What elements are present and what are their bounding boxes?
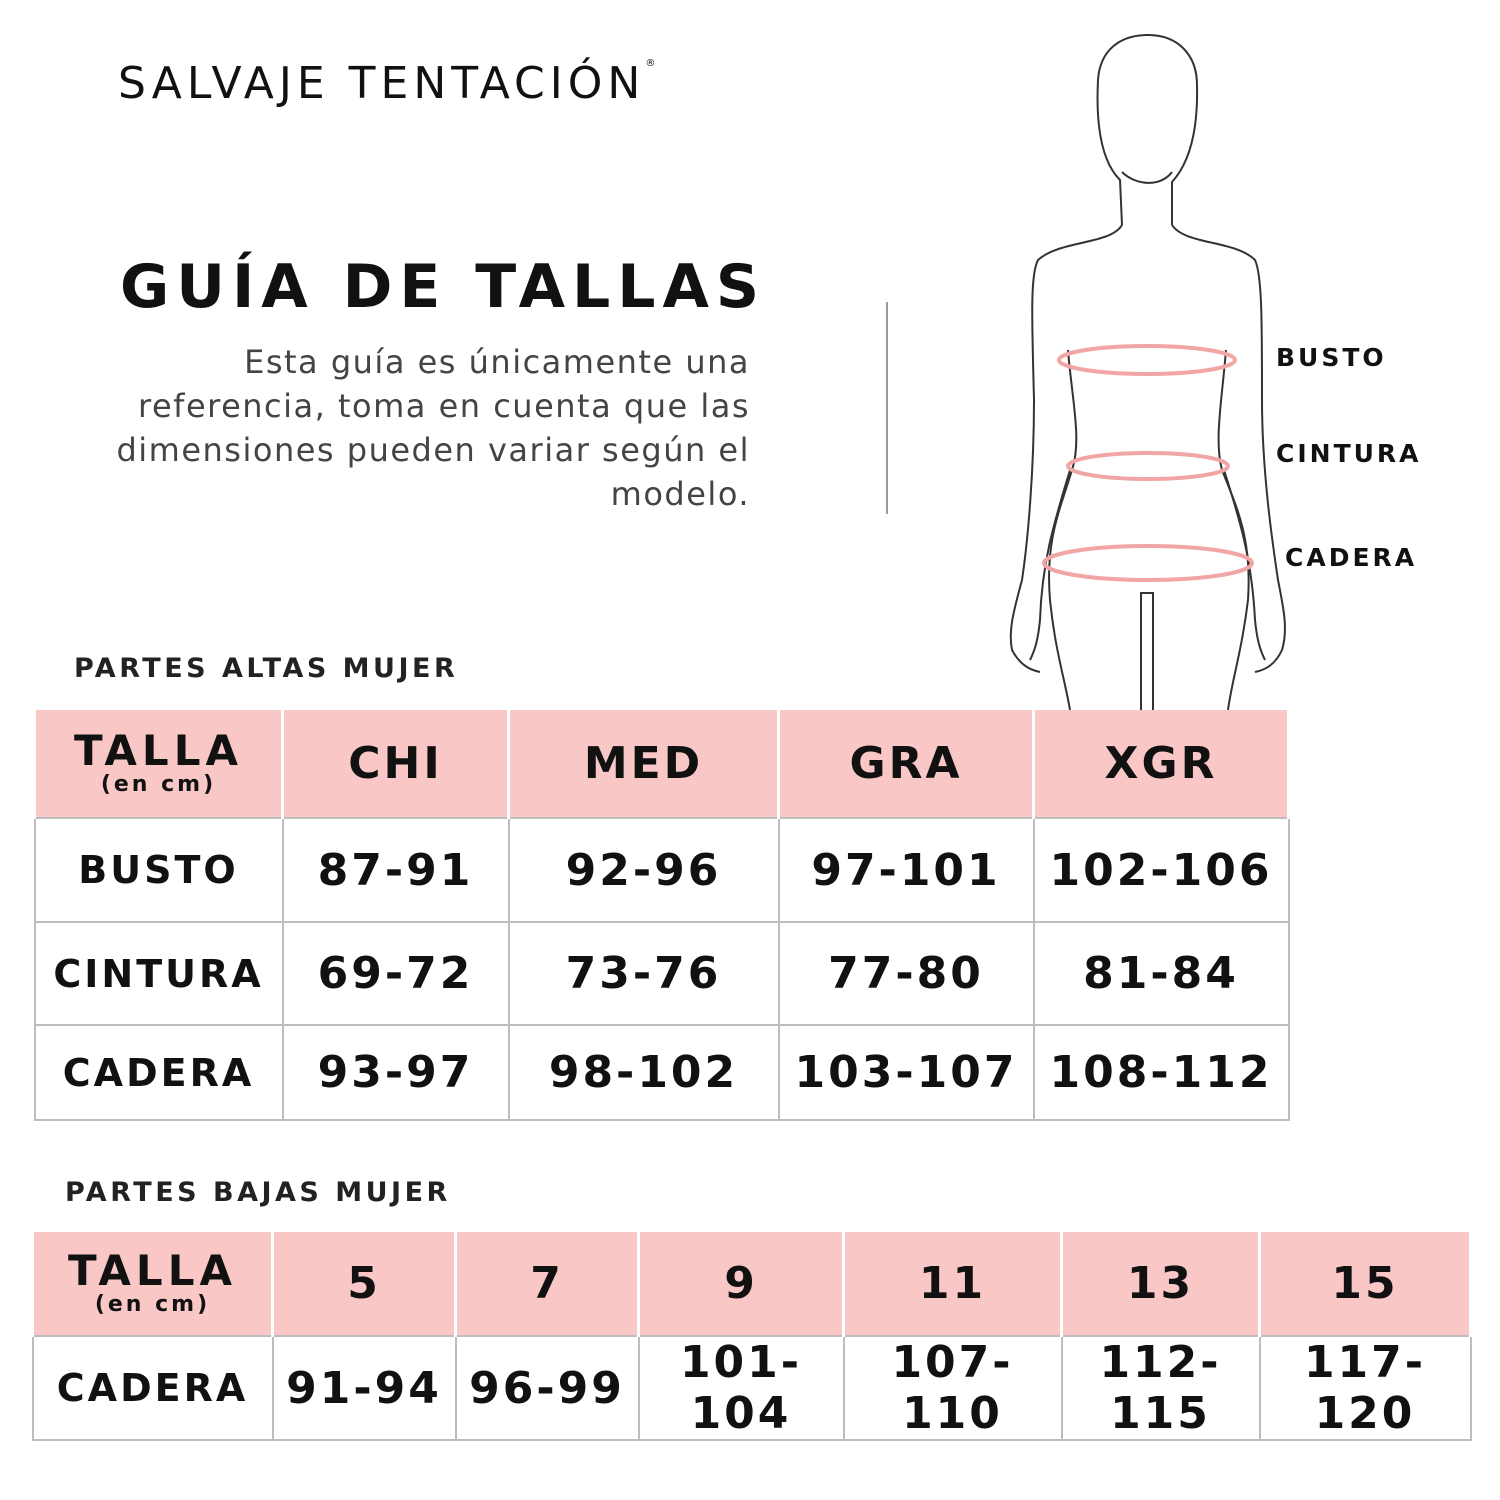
brand-name: SALVAJE TENTACIÓN <box>118 58 646 109</box>
unit-label: (en cm) <box>100 772 217 797</box>
cell: 102-106 <box>1032 817 1290 923</box>
hip-measure <box>1042 544 1254 582</box>
body-left <box>1009 224 1123 673</box>
talla-label: TALLA <box>74 726 243 775</box>
cell: 98-102 <box>507 1024 780 1121</box>
cell: 101-104 <box>637 1335 845 1441</box>
size-header: GRA <box>777 710 1035 818</box>
size-header: 5 <box>271 1232 457 1336</box>
size-header: MED <box>507 710 780 818</box>
table-row: CADERA 93-97 98-102 103-107 108-112 <box>33 1024 1290 1121</box>
registered-mark: ® <box>645 58 656 69</box>
torso-left <box>1048 349 1078 711</box>
row-label: CADERA <box>31 1335 274 1441</box>
cell: 112-115 <box>1060 1335 1261 1441</box>
size-header: 13 <box>1060 1232 1261 1336</box>
size-header: CHI <box>281 710 510 818</box>
size-header: 7 <box>454 1232 640 1336</box>
torso-right <box>1217 349 1250 711</box>
table-header-row: TALLA (en cm) 5 7 9 11 13 15 <box>31 1232 1472 1336</box>
arm-inner-right <box>1223 469 1266 661</box>
talla-header: TALLA (en cm) <box>31 1232 274 1336</box>
row-label: BUSTO <box>33 817 284 923</box>
cell: 97-101 <box>777 817 1035 923</box>
arm-inner-left <box>1029 469 1071 661</box>
cell: 69-72 <box>281 921 510 1026</box>
size-header: 9 <box>637 1232 845 1336</box>
talla-header: TALLA (en cm) <box>33 710 284 818</box>
size-header: XGR <box>1032 710 1290 818</box>
talla-label: TALLA <box>68 1246 237 1295</box>
waist-measure <box>1066 451 1230 481</box>
body-right <box>1171 224 1286 673</box>
figure-label-cadera: CADERA <box>1285 543 1418 572</box>
cell: 73-76 <box>507 921 780 1026</box>
page-title: GUÍA DE TALLAS <box>120 252 767 322</box>
body-figure-illustration <box>1009 33 1286 711</box>
cell: 103-107 <box>777 1024 1035 1121</box>
figure-label-cintura: CINTURA <box>1276 439 1422 468</box>
size-header: 15 <box>1258 1232 1472 1336</box>
head-outline <box>1096 33 1199 226</box>
bust-measure <box>1057 344 1237 376</box>
cell: 92-96 <box>507 817 780 923</box>
cell: 96-99 <box>454 1335 640 1441</box>
unit-label: (en cm) <box>94 1292 211 1317</box>
description: Esta guía es únicamente una referencia, … <box>116 343 750 513</box>
cell: 91-94 <box>271 1335 457 1441</box>
table-row: BUSTO 87-91 92-96 97-101 102-106 <box>33 817 1290 923</box>
cell: 107-110 <box>842 1335 1063 1441</box>
cell: 87-91 <box>281 817 510 923</box>
cell: 81-84 <box>1032 921 1290 1026</box>
divider <box>886 302 888 514</box>
table-row: CADERA 91-94 96-99 101-104 107-110 112-1… <box>31 1335 1472 1441</box>
cell: 93-97 <box>281 1024 510 1121</box>
figure-label-busto: BUSTO <box>1276 343 1387 372</box>
lower-section-title: PARTES BAJAS MUJER <box>65 1177 451 1208</box>
upper-size-table: TALLA (en cm) CHI MED GRA XGR BUSTO 87-91… <box>33 710 1290 1121</box>
upper-section-title: PARTES ALTAS MUJER <box>74 653 459 684</box>
cell: 77-80 <box>777 921 1035 1026</box>
brand-logo: SALVAJE TENTACIÓN® <box>118 58 655 109</box>
size-header: 11 <box>842 1232 1063 1336</box>
table-row: CINTURA 69-72 73-76 77-80 81-84 <box>33 921 1290 1026</box>
cell: 117-120 <box>1258 1335 1472 1441</box>
table-header-row: TALLA (en cm) CHI MED GRA XGR <box>33 710 1290 818</box>
lower-size-table: TALLA (en cm) 5 7 9 11 13 15 CADERA 91-94… <box>31 1232 1472 1441</box>
chin <box>1121 171 1173 184</box>
row-label: CADERA <box>33 1024 284 1121</box>
legs-gap <box>1140 592 1154 710</box>
row-label: CINTURA <box>33 921 284 1026</box>
cell: 108-112 <box>1032 1024 1290 1121</box>
